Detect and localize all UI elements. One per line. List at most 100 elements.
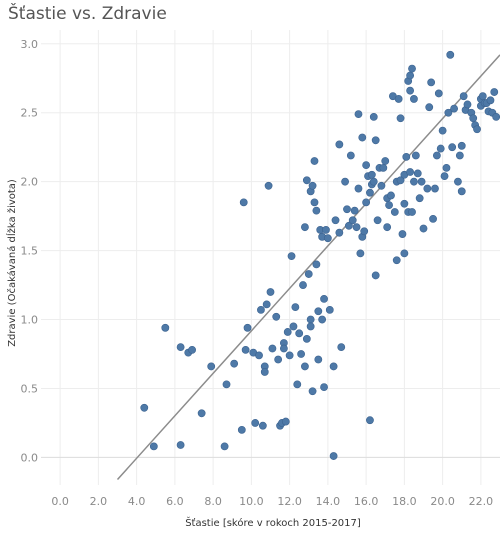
data-point [308,387,317,396]
data-point [352,223,361,232]
data-point [325,305,334,314]
data-point [396,114,405,123]
data-point [410,177,418,186]
data-point [358,133,367,142]
data-point [396,176,405,185]
data-point [398,230,407,238]
data-point [410,95,418,103]
data-point [262,300,271,309]
data-point [411,151,420,160]
data-point [264,181,273,190]
data-point [335,228,344,237]
data-point [442,163,451,172]
data-point [297,350,305,358]
data-point [369,177,378,186]
data-point [362,161,371,170]
x-tick-label: 8.0 [204,495,222,508]
data-point [402,152,411,161]
y-tick-label: 0.0 [21,451,39,464]
data-point [490,88,499,96]
data-point [371,136,380,145]
data-point [291,303,300,312]
data-point [431,184,439,193]
y-tick-label: 0.5 [21,382,39,395]
data-point [454,177,462,186]
data-point [469,114,478,123]
x-tick-label: 20.0 [430,495,455,508]
data-point [459,92,468,101]
trend-line [116,54,500,480]
data-point [312,260,321,269]
data-point [251,419,260,427]
data-point [257,305,265,314]
data-point [346,151,355,160]
y-tick-label: 2.0 [21,176,39,189]
data-point [345,221,353,230]
data-point [415,194,424,203]
data-point [406,71,415,80]
data-point [312,206,321,215]
data-point [241,345,250,354]
data-point [287,252,296,261]
data-point [473,125,481,134]
data-point [243,323,252,332]
data-point [281,417,290,426]
data-point [306,315,315,324]
data-point [314,355,323,364]
data-point [323,234,332,243]
data-point [417,177,426,186]
data-point [279,344,288,353]
data-point [373,216,382,225]
data-point [450,104,458,113]
data-point [413,169,422,178]
data-point [394,95,403,103]
data-point [285,351,294,360]
data-point [304,270,313,278]
data-point [310,157,319,165]
data-point [369,112,378,121]
data-point [161,323,170,332]
data-point [400,249,409,258]
data-point [239,198,248,207]
y-axis-ticks: 0.0 0.5 1.0 1.5 2.0 2.5 3.0 [21,38,39,465]
x-tick-label: 0.0 [51,495,69,508]
data-point [408,208,416,216]
data-point [455,151,464,160]
data-point [207,362,216,371]
data-point [283,328,292,336]
data-point [486,96,495,105]
data-point [341,177,349,186]
data-point [289,322,298,331]
trend-line-group [116,54,500,480]
x-tick-label: 10.0 [239,495,264,508]
data-point [408,64,416,73]
data-point [301,223,309,232]
x-tick-label: 2.0 [90,495,108,508]
data-point [444,108,453,117]
x-tick-label: 14.0 [316,495,341,508]
data-point [406,168,415,176]
data-point [390,208,399,216]
data-point [176,441,185,449]
data-point [188,345,196,354]
data-point [366,188,374,197]
y-axis-title: Zdravie (Očakávaná dĺžka života) [5,179,18,347]
data-point [387,191,395,200]
chart-title: Šťastie vs. Zdravie [8,4,167,24]
data-point [302,334,311,343]
data-point [354,110,363,119]
data-point [331,216,340,225]
data-point [274,355,283,364]
data-point [423,184,432,193]
data-point [260,368,269,376]
data-point [356,249,365,258]
data-point [301,362,309,371]
data-points [140,50,500,460]
y-tick-label: 3.0 [21,38,39,51]
x-tick-label: 4.0 [128,495,146,508]
data-point [176,343,185,352]
data-point [381,157,390,165]
data-point [492,112,500,121]
data-point [268,344,277,353]
data-point [463,100,472,109]
